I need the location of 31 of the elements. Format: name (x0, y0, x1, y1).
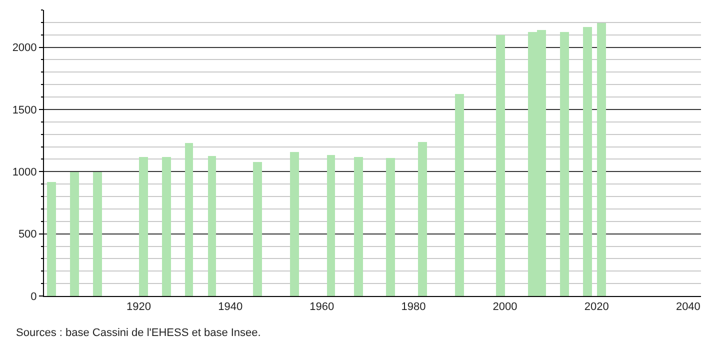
bar (139, 157, 148, 296)
source-note: Sources : base Cassini de l'EHESS et base Insee. (16, 327, 261, 339)
bar (290, 152, 299, 296)
bar (418, 142, 427, 296)
x-tick-label: 2000 (492, 301, 518, 314)
bar (455, 94, 464, 296)
bar (93, 172, 102, 296)
x-tick-label: 1920 (126, 301, 152, 314)
bar (253, 162, 262, 296)
bar (560, 32, 569, 296)
bar (496, 35, 505, 296)
bar (70, 172, 79, 296)
bar (354, 157, 363, 296)
bar (208, 156, 216, 296)
bar (386, 158, 395, 296)
x-tick-label: 2020 (584, 301, 609, 314)
x-tick-label: 1940 (218, 301, 243, 314)
y-tick-label: 500 (18, 228, 37, 241)
y-tick-label: 0 (30, 290, 37, 303)
bar (583, 27, 592, 296)
bar (47, 182, 56, 296)
x-tick-label: 2040 (676, 301, 700, 314)
y-tick-label: 1500 (12, 104, 37, 116)
bar (327, 155, 335, 296)
bar (162, 157, 171, 296)
y-tick-label: 2000 (12, 42, 37, 54)
y-tick-label: 1000 (12, 166, 37, 178)
x-tick-label: 1980 (401, 301, 426, 314)
bar (185, 143, 193, 296)
x-tick-label: 1960 (310, 301, 334, 314)
bar (597, 23, 606, 296)
